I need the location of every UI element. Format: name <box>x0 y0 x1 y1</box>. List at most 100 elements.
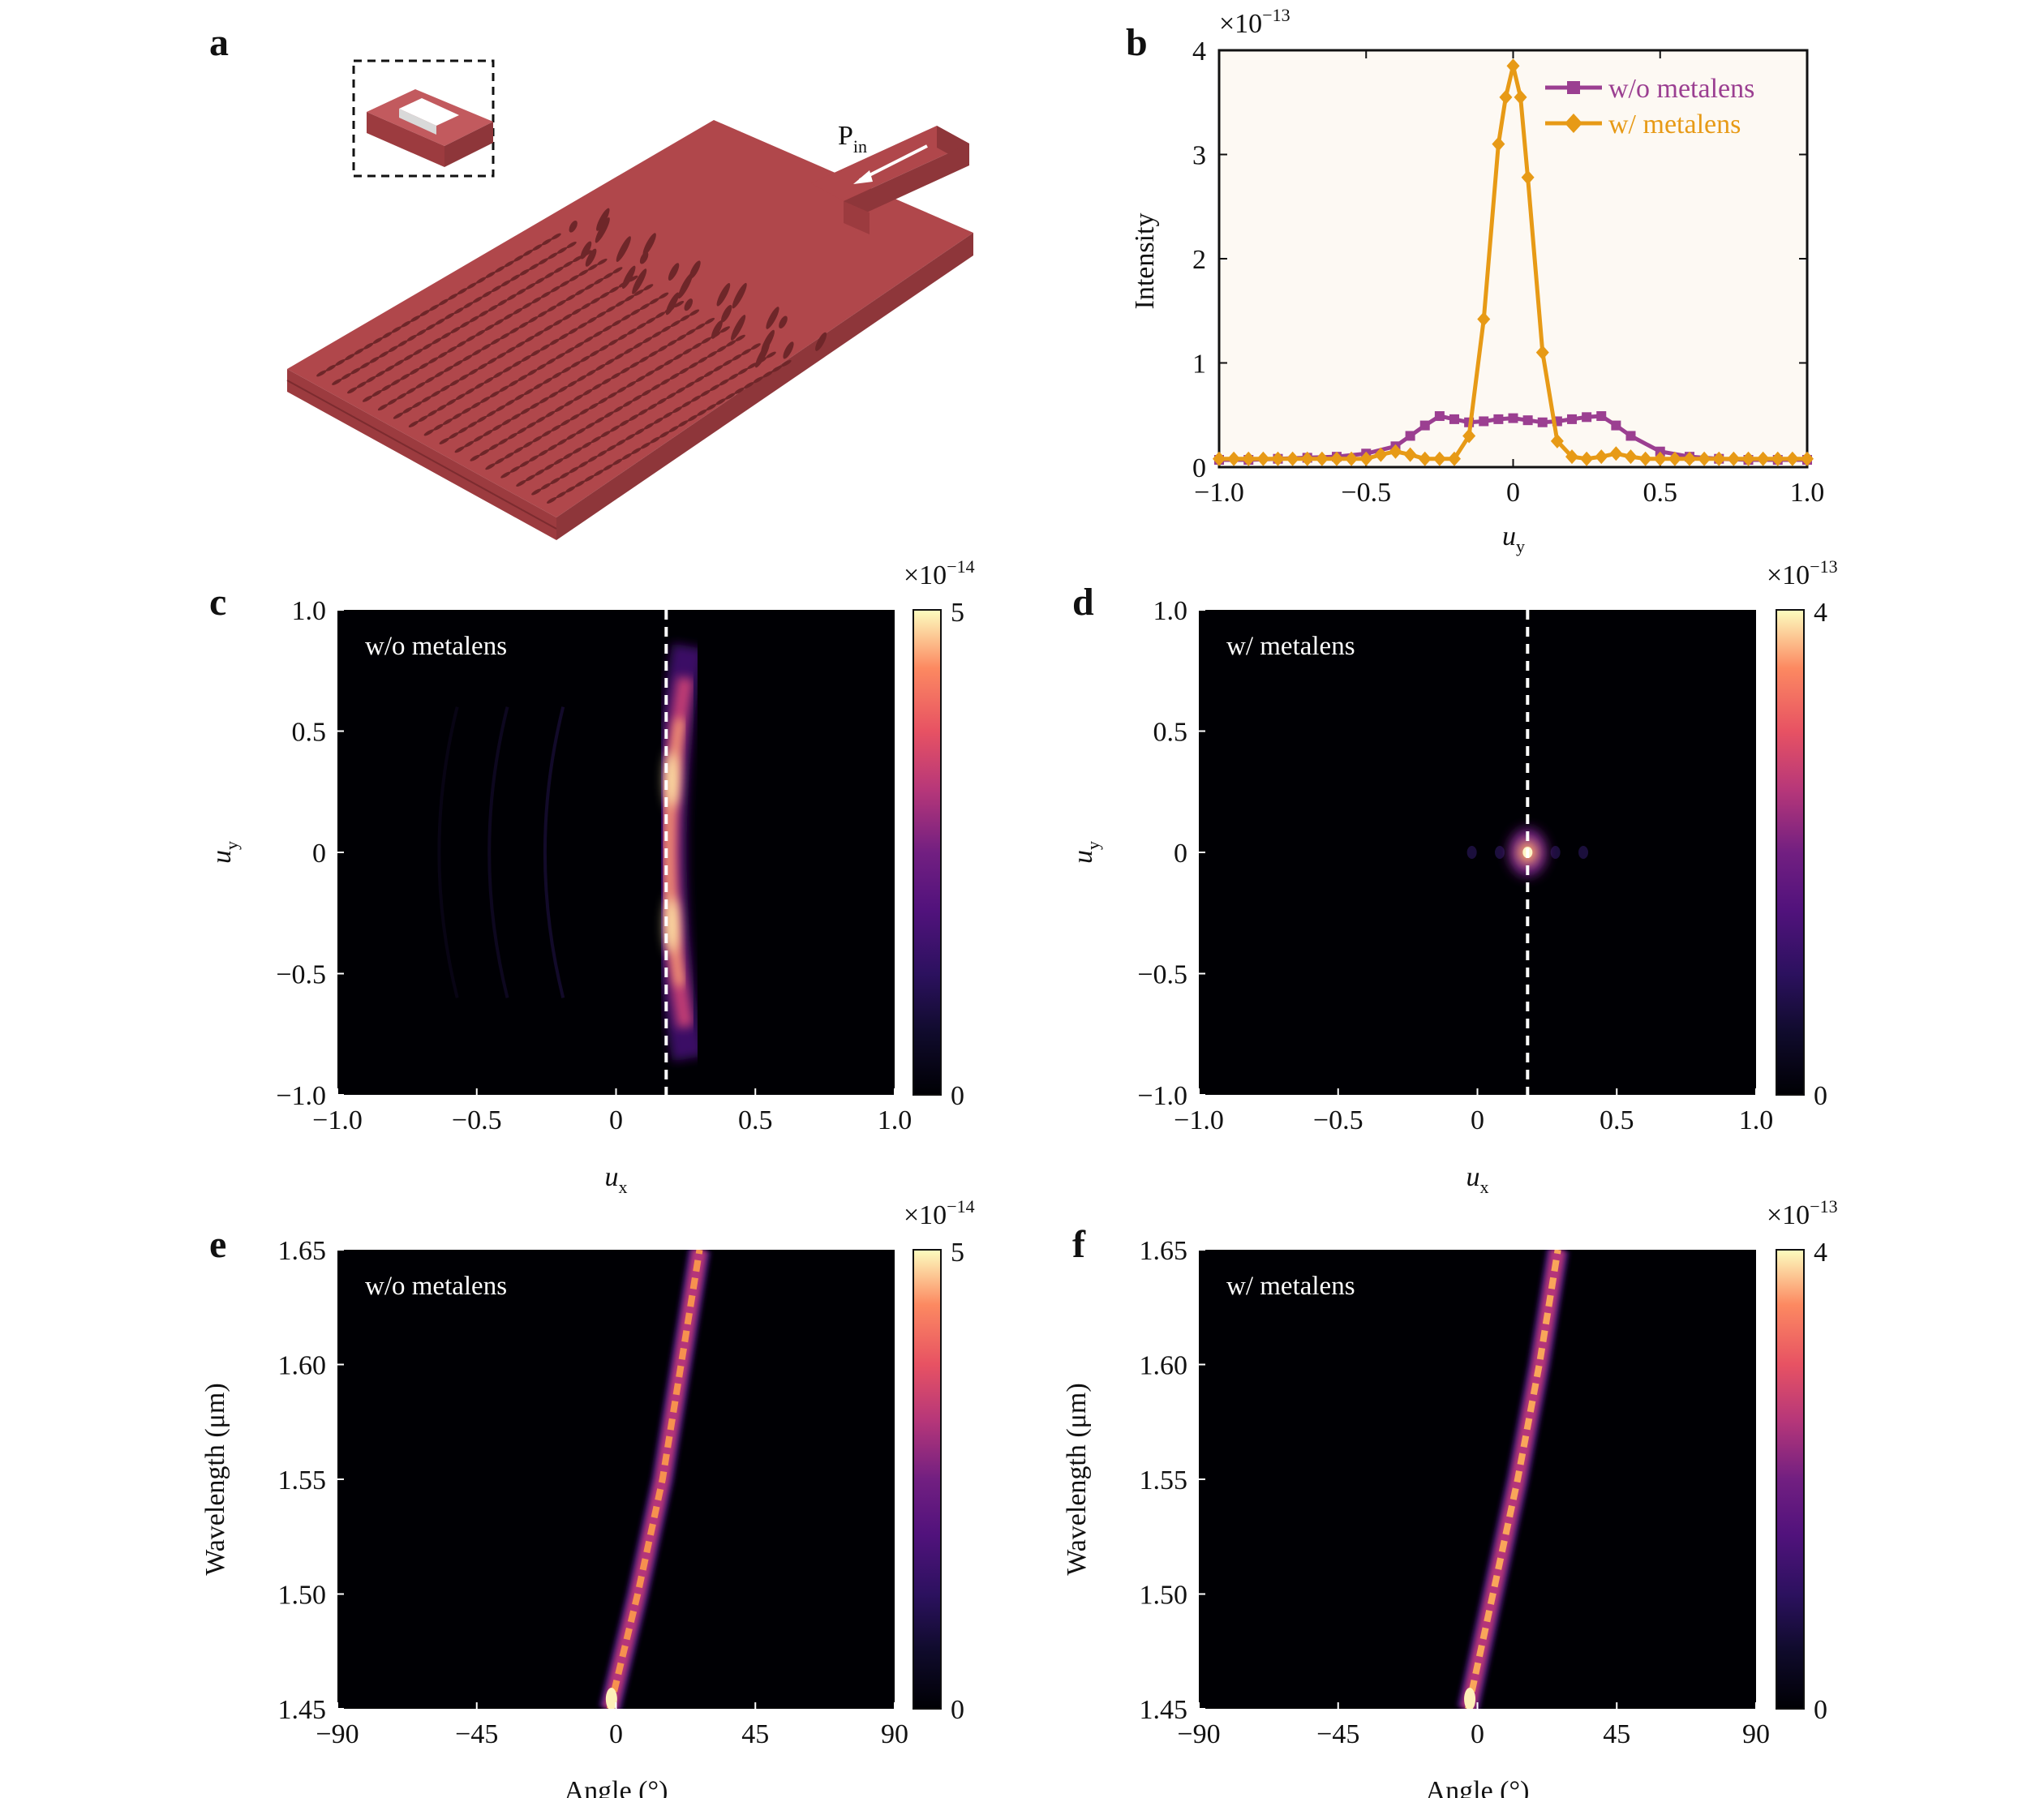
device-hole <box>735 334 745 341</box>
device-hole <box>450 327 461 333</box>
device-hole <box>401 320 411 328</box>
device-hole <box>625 433 636 440</box>
device-hole <box>716 345 727 353</box>
device-hole <box>732 354 742 361</box>
device-hole <box>549 338 560 345</box>
device-hole <box>565 294 576 302</box>
device-hole <box>542 377 553 384</box>
device-hole <box>347 387 358 394</box>
device-hole <box>505 399 515 406</box>
device-hole <box>442 418 453 425</box>
device-hole <box>382 332 393 339</box>
device-hole <box>572 255 583 263</box>
panel-f-xlabel: Angle (°) <box>1426 1776 1530 1798</box>
device-hole <box>658 292 669 299</box>
device-hole <box>532 244 543 251</box>
device-hole <box>495 266 505 273</box>
panel-b-point-diamond <box>1300 451 1314 466</box>
panel-c-xtick-label: −1.0 <box>312 1105 363 1135</box>
device-hole <box>703 371 714 377</box>
panel-c-heatmap: w/o metalens −1.0 −0.5 0 0.5 1.0 1.0 0.5 0 −0.5 −1… <box>207 556 975 1197</box>
panel-b-point-diamond <box>1535 345 1549 360</box>
device-hole <box>566 433 577 440</box>
device-hole <box>487 358 497 364</box>
panel-b-point-diamond <box>1771 451 1784 466</box>
device-hole <box>424 376 436 384</box>
device-hole <box>762 371 773 378</box>
panel-b-point-diamond <box>1477 311 1491 327</box>
device-hole <box>541 430 552 437</box>
panel-d-sidelobe <box>1466 846 1477 859</box>
panel-b-point-diamond <box>1374 447 1388 462</box>
device-hole <box>500 280 511 287</box>
device-hole <box>459 321 470 328</box>
panel-letter-b: b <box>1126 21 1148 64</box>
device-hole <box>416 329 427 337</box>
device-hole <box>540 483 551 490</box>
panel-b-point-square <box>1493 414 1504 424</box>
panel-b-point-diamond <box>1698 451 1711 466</box>
device-hole <box>359 362 371 369</box>
device-hole <box>608 286 620 294</box>
panel-b-point-square <box>1405 431 1415 441</box>
panel-c-ytick-label: 0 <box>312 839 326 869</box>
panel-b-point-diamond <box>1580 451 1594 466</box>
device-hole <box>519 268 530 276</box>
device-hole <box>561 367 572 374</box>
device-hole <box>378 351 389 358</box>
device-hole <box>515 341 526 348</box>
device-hole <box>456 341 466 348</box>
device-hole <box>440 332 452 339</box>
device-hole <box>408 421 419 427</box>
device-hole <box>354 348 364 355</box>
device-hole <box>477 363 488 370</box>
panel-b-point-diamond <box>1462 428 1476 444</box>
metalens-element <box>716 283 731 307</box>
device-hole <box>496 405 506 412</box>
device-hole <box>568 328 578 335</box>
device-hole <box>603 464 613 471</box>
panel-d-sidelobe <box>1550 846 1561 859</box>
panel-b-point-diamond <box>1359 451 1373 466</box>
device-hole <box>530 402 540 410</box>
device-hole <box>666 393 676 399</box>
panel-b-point-diamond <box>1345 451 1359 466</box>
device-hole <box>362 395 373 402</box>
device-hole <box>400 373 410 380</box>
device-hole <box>546 358 556 365</box>
device-hole <box>534 330 544 337</box>
panel-b-point-square <box>1449 414 1459 424</box>
panel-d-xtick-label: 0.5 <box>1600 1105 1634 1135</box>
device-hole <box>569 275 579 282</box>
device-hole <box>651 331 662 338</box>
device-hole <box>595 364 606 371</box>
panel-d-colorbar-min: 0 <box>1814 1081 1827 1111</box>
device-hole <box>667 339 677 346</box>
panel-c-xtick-label: −0.5 <box>452 1105 502 1135</box>
device-hole <box>713 365 724 372</box>
device-hole <box>486 410 496 418</box>
device-hole <box>592 330 603 337</box>
device-hole <box>513 307 523 315</box>
device-hole <box>483 430 493 436</box>
device-hole <box>393 359 405 367</box>
panel-d-intensity <box>1466 610 1589 1095</box>
panel-b-point-diamond <box>1242 451 1256 466</box>
device-hole <box>509 466 521 473</box>
device-hole <box>706 404 717 411</box>
metalens-element <box>766 307 779 329</box>
metalens-element <box>783 341 794 359</box>
device-hole <box>372 337 383 344</box>
device-hole <box>722 359 733 367</box>
panel-c-xlabel: ux <box>605 1162 628 1197</box>
device-hole <box>525 474 536 482</box>
device-hole <box>673 301 685 307</box>
panel-c-arc-peak <box>665 752 679 808</box>
device-hole <box>578 461 589 468</box>
device-hole <box>640 442 651 449</box>
device-hole <box>750 343 761 350</box>
device-hole <box>413 349 423 355</box>
device-hole <box>435 318 445 325</box>
device-hole <box>547 305 557 312</box>
metalens-element <box>779 315 788 329</box>
